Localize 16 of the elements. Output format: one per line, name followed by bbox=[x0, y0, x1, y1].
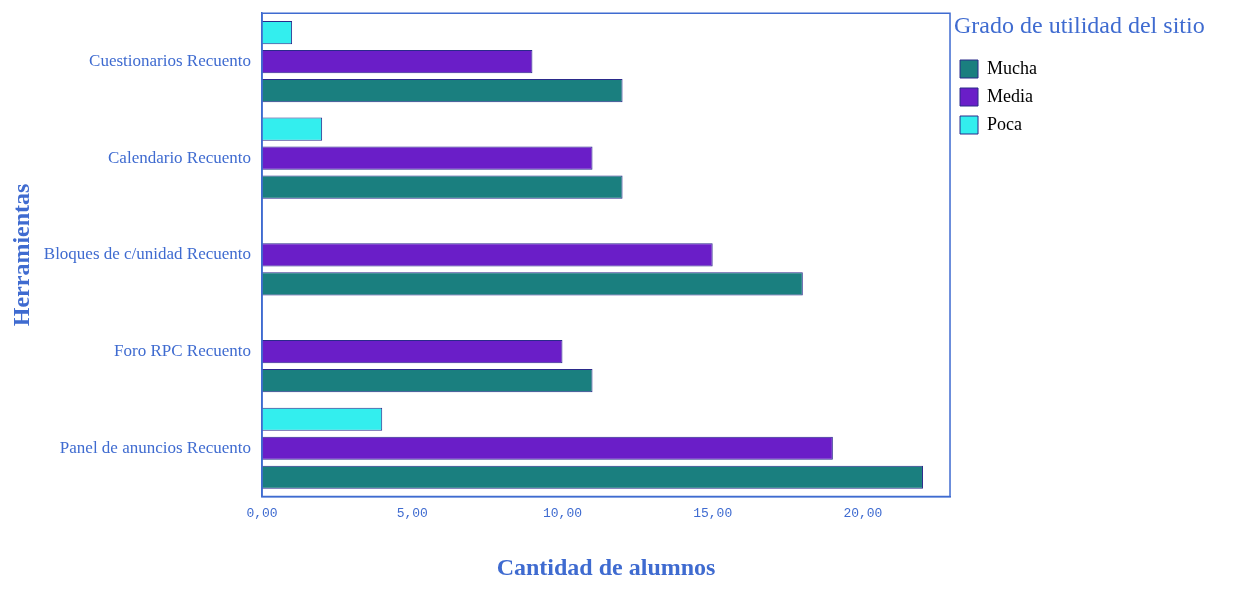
y-tick-label: Cuestionarios Recuento bbox=[89, 51, 252, 71]
x-tick-label: 10,00 bbox=[542, 505, 582, 521]
x-tick-label: 15,00 bbox=[693, 505, 733, 521]
y-tick-label: Bloques de c/unidad Recuento bbox=[43, 244, 252, 264]
x-tick-label: 0,00 bbox=[246, 505, 278, 521]
x-tick-label: 5,00 bbox=[396, 505, 428, 521]
y-axis-title: Herramientas bbox=[7, 183, 34, 327]
legend-label: Poca bbox=[987, 113, 1023, 134]
legend-label: Media bbox=[987, 85, 1034, 106]
legend-label: Mucha bbox=[987, 57, 1038, 78]
y-tick-label: Panel de anuncios Recuento bbox=[59, 437, 252, 457]
legend-title: Grado de utilidad del sitio bbox=[954, 12, 1205, 39]
y-tick-label: Calendario Recuento bbox=[108, 147, 252, 167]
y-tick-label: Foro RPC Recuento bbox=[114, 341, 252, 361]
x-tick-label: 20,00 bbox=[843, 505, 883, 521]
x-axis-title: Cantidad de alumnos bbox=[496, 553, 716, 580]
